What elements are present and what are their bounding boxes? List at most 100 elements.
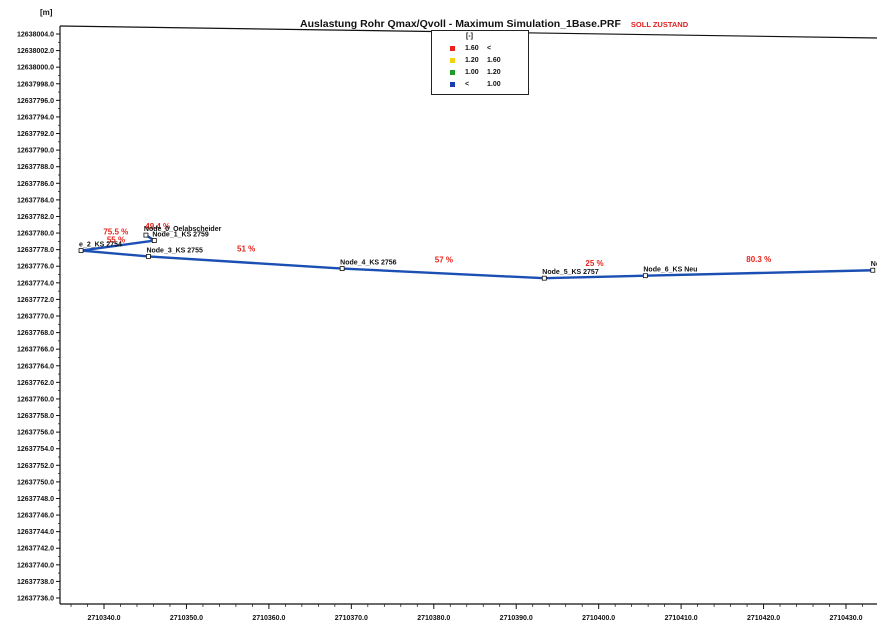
pipe-segment	[644, 269, 874, 277]
pipe-segment	[543, 274, 647, 280]
plot-frame	[59, 25, 877, 605]
y-tick-label: 12637778.0	[17, 247, 54, 254]
legend-low: 1.00	[465, 69, 479, 76]
legend-high: <	[487, 45, 492, 52]
x-tick-label: 2710420.0	[747, 615, 780, 622]
legend-swatch-red	[450, 45, 455, 51]
y-tick-label: 12637792.0	[17, 131, 54, 138]
node-label: Node_4_KS 2756	[340, 260, 397, 267]
node-marker	[339, 266, 345, 271]
y-tick-label: 12637738.0	[17, 579, 54, 586]
y-tick-label: 12637784.0	[17, 197, 54, 204]
y-tick-label: 12637780.0	[17, 231, 54, 238]
unit-label: [m]	[40, 8, 53, 17]
y-tick-label: 12637754.0	[17, 446, 54, 453]
node-marker	[151, 238, 157, 243]
x-tick-label: 2710390.0	[500, 615, 533, 622]
y-tick-label: 12637766.0	[17, 347, 54, 354]
y-tick-label: 12637748.0	[17, 496, 54, 503]
node-label: Node_0_Oelabscheider	[144, 226, 222, 233]
legend-low: <	[465, 81, 470, 88]
pipe-utilization-label: 80.3 %	[746, 255, 771, 264]
node-label: e_2_KS 2754	[79, 242, 122, 249]
y-tick-label: 12637760.0	[17, 396, 54, 403]
legend-row: 1.60 <	[450, 45, 491, 54]
y-tick-label: 12637796.0	[17, 98, 54, 105]
y-tick-label: 12638004.0	[17, 32, 54, 39]
y-tick-label: 12637742.0	[17, 546, 54, 553]
pipe-utilization-label: 55 %	[107, 236, 125, 245]
y-tick-label: 12637750.0	[17, 479, 54, 486]
pipe-segment	[340, 267, 546, 280]
pipe-utilization-label: 49.4 %	[145, 222, 170, 231]
legend-high: 1.20	[487, 69, 501, 76]
y-tick-label: 12637786.0	[17, 181, 54, 188]
legend-swatch-yellow	[450, 57, 455, 63]
legend-swatch-blue	[450, 81, 455, 87]
y-tick-label: 12637770.0	[17, 314, 54, 321]
y-tick-label: 12637758.0	[17, 413, 54, 420]
x-tick-label: 2710370.0	[335, 615, 368, 622]
y-tick-label: 12637744.0	[17, 529, 54, 536]
pipe-segment	[79, 239, 156, 252]
x-tick-label: 2710360.0	[252, 615, 285, 622]
y-tick-label: 12637776.0	[17, 264, 54, 271]
node-marker	[143, 232, 149, 238]
x-tick-label: 2710410.0	[665, 615, 698, 622]
y-tick-label: 12637782.0	[17, 214, 54, 221]
y-tick-label: 12637756.0	[17, 430, 54, 437]
node-marker	[541, 275, 547, 281]
node-layer	[78, 232, 876, 281]
x-tick-label: 2710430.0	[829, 615, 862, 622]
node-label: Node_1_KS 2759	[152, 232, 209, 239]
legend-row: <1.00	[450, 81, 501, 90]
pipe-segment	[79, 249, 150, 258]
x-tick-label: 2710340.0	[87, 615, 120, 622]
y-tick-label: 12637768.0	[17, 330, 54, 337]
y-tick-label: 12638000.0	[17, 65, 54, 72]
legend-heading: [-]	[466, 33, 473, 40]
node-marker	[146, 254, 151, 259]
y-tick-label: 12637772.0	[17, 297, 54, 304]
y-tick-label: 12637790.0	[17, 148, 54, 155]
pipe-segment	[147, 255, 344, 270]
y-tick-label: 12637752.0	[17, 463, 54, 470]
y-tick-label: 12637998.0	[17, 81, 54, 88]
label-layer: 49.4 % 75.5 %55 % 51 % 57 % 25 % 80.3 % Node_0…	[79, 222, 877, 276]
y-tick-label: 12637736.0	[17, 596, 54, 603]
legend-row: 1.00 1.20	[450, 69, 501, 78]
y-tick-label: 12637740.0	[17, 562, 54, 569]
node-label: Node_6_KS Neu	[643, 267, 697, 274]
y-tick-label: 12638002.0	[17, 48, 54, 55]
node-marker	[642, 273, 648, 279]
pipe-utilization-label: 25 %	[585, 259, 603, 268]
node-label: Node_3_KS 2755	[146, 247, 203, 254]
node-label: Node_5_KS 2757	[542, 269, 599, 276]
legend-row: 1.20 1.60	[450, 57, 501, 66]
y-tick-label: 12637774.0	[17, 280, 54, 287]
plot-title: Auslastung Rohr Qmax/Qvoll - Maximum Sim…	[300, 18, 688, 30]
node-label: Node_7_Au	[871, 261, 877, 268]
pipe-utilization-label: 57 %	[435, 255, 453, 264]
y-tick-label: 12637794.0	[17, 114, 54, 121]
node-marker	[870, 267, 876, 273]
legend-swatch-green	[450, 69, 455, 75]
plot-title-text: Auslastung Rohr Qmax/Qvoll - Maximum Sim…	[300, 18, 621, 30]
y-tick-label: 12637764.0	[17, 363, 54, 370]
status-tag: SOLL ZUSTAND	[630, 20, 689, 29]
node-marker	[78, 248, 84, 253]
y-tick-label: 12637788.0	[17, 164, 54, 171]
pipe-utilization-label: 75.5 %	[103, 228, 128, 237]
x-tick-label: 2710380.0	[417, 615, 450, 622]
legend-low: 1.60	[465, 45, 479, 52]
legend-high: 1.00	[487, 81, 501, 88]
x-tick-label: 2710400.0	[582, 615, 615, 622]
legend-high: 1.60	[487, 57, 501, 64]
legend: [-] 1.60 < 1.20 1.60 1.00 1.20 <1.00	[431, 30, 529, 95]
y-tick-label: 12637746.0	[17, 513, 54, 520]
y-axis: 12638004.0 12638002.0 12638000.0 12637998.0…	[17, 32, 60, 603]
pipe-utilization-label: 51 %	[237, 245, 255, 254]
legend-low: 1.20	[465, 57, 479, 64]
x-tick-label: 2710350.0	[170, 615, 203, 622]
